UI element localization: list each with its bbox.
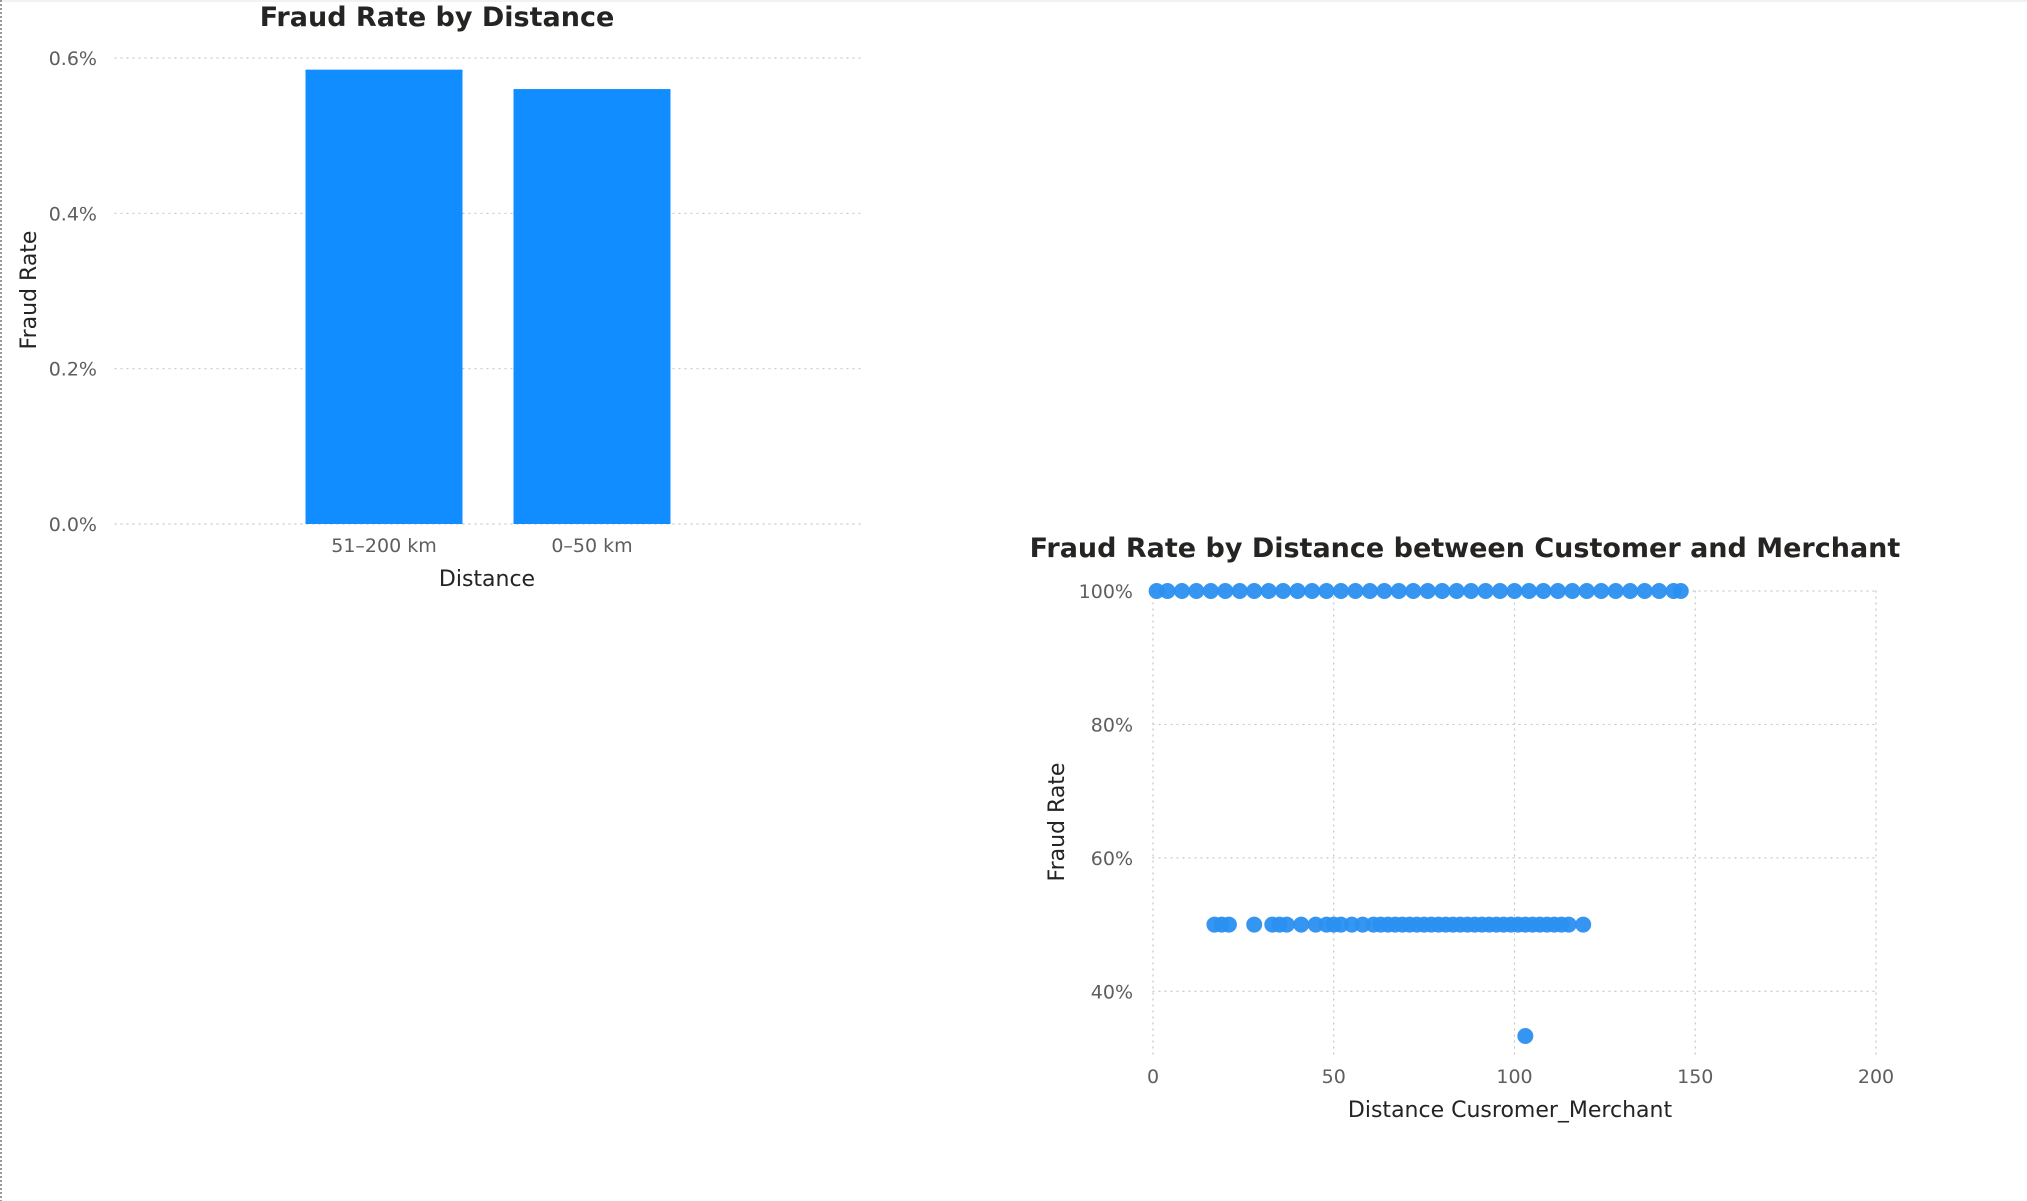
scatter-point[interactable] <box>1636 583 1653 599</box>
scatter-y-tick-label: 40% <box>1091 981 1133 1003</box>
scatter-chart-points[interactable] <box>1148 583 1689 1044</box>
scatter-point[interactable] <box>1492 583 1509 599</box>
scatter-point[interactable] <box>1651 583 1668 599</box>
bar-chart-gridlines <box>114 57 863 525</box>
scatter-point[interactable] <box>1578 583 1595 599</box>
scatter-point[interactable] <box>1275 583 1292 599</box>
scatter-point[interactable] <box>1520 583 1537 599</box>
scatter-point[interactable] <box>1622 583 1639 599</box>
scatter-point[interactable] <box>1217 583 1234 599</box>
scatter-point[interactable] <box>1231 583 1248 599</box>
scatter-point[interactable] <box>1564 583 1581 599</box>
bar-chart-bars[interactable] <box>305 69 671 525</box>
scatter-x-tick-label: 100 <box>1496 1066 1532 1088</box>
scatter-point[interactable] <box>1246 916 1263 933</box>
scatter-point[interactable] <box>1593 583 1610 599</box>
scatter-point[interactable] <box>1517 1027 1534 1044</box>
scatter-y-tick-label: 100% <box>1079 581 1133 603</box>
bar-x-tick-label: 51–200 km <box>331 535 437 557</box>
bar-chart-fraud-rate-by-distance[interactable]: Fraud Rate by Distance 0.0%0.2%0.4%0.6% … <box>17 2 863 592</box>
scatter-point[interactable] <box>1405 583 1422 599</box>
bar-y-tick-label: 0.2% <box>49 359 97 381</box>
bar-chart-y-axis-label: Fraud Rate <box>17 231 42 350</box>
scatter-point[interactable] <box>1278 916 1295 933</box>
scatter-point[interactable] <box>1535 583 1552 599</box>
scatter-y-tick-label: 80% <box>1091 714 1133 736</box>
scatter-point[interactable] <box>1560 916 1577 933</box>
scatter-point[interactable] <box>1463 583 1480 599</box>
bar-chart-x-axis-label: Distance <box>439 567 535 592</box>
scatter-point[interactable] <box>1575 916 1592 933</box>
scatter-chart-title: Fraud Rate by Distance between Customer … <box>1030 533 1901 564</box>
scatter-point[interactable] <box>1672 583 1689 599</box>
bar-chart-y-ticks: 0.0% 0.2% 0.4% 0.6% <box>49 48 97 536</box>
scatter-point[interactable] <box>1361 583 1378 599</box>
bar-chart-title: Fraud Rate by Distance <box>260 2 615 33</box>
bar-chart-x-ticks: 51–200 km 0–50 km <box>331 535 632 557</box>
scatter-chart-y-axis-label: Fraud Rate <box>1045 763 1070 882</box>
scatter-chart-y-ticks: 40% 60% 80% 100% <box>1079 581 1133 1003</box>
scatter-point[interactable] <box>1506 583 1523 599</box>
scatter-point[interactable] <box>1332 583 1349 599</box>
scatter-x-tick-label: 50 <box>1322 1066 1346 1088</box>
scatter-point[interactable] <box>1376 583 1393 599</box>
scatter-point[interactable] <box>1159 583 1176 599</box>
scatter-point[interactable] <box>1549 583 1566 599</box>
scatter-chart-x-axis-label: Distance Cusromer_Merchant <box>1348 1098 1673 1123</box>
scatter-point[interactable] <box>1390 583 1407 599</box>
scatter-point[interactable] <box>1260 583 1277 599</box>
scatter-point[interactable] <box>1293 916 1310 933</box>
scatter-point[interactable] <box>1419 583 1436 599</box>
scatter-point[interactable] <box>1220 916 1237 933</box>
scatter-point[interactable] <box>1173 583 1190 599</box>
scatter-point[interactable] <box>1448 583 1465 599</box>
bar-y-tick-label: 0.0% <box>49 514 97 536</box>
scatter-chart-fraud-rate-by-distance-customer-merchant[interactable]: Fraud Rate by Distance between Customer … <box>1030 533 1901 1123</box>
bar-y-tick-label: 0.6% <box>49 48 97 70</box>
scatter-y-tick-label: 60% <box>1091 848 1133 870</box>
bar[interactable] <box>305 69 463 525</box>
bar-x-tick-label: 0–50 km <box>551 535 632 557</box>
scatter-x-tick-label: 200 <box>1858 1066 1894 1088</box>
scatter-chart-x-ticks: 0 50 100 150 200 <box>1147 1066 1894 1088</box>
scatter-x-tick-label: 150 <box>1677 1066 1713 1088</box>
scatter-point[interactable] <box>1477 583 1494 599</box>
bar-y-tick-label: 0.4% <box>49 203 97 225</box>
scatter-chart-gridlines <box>1152 590 1877 1059</box>
scatter-point[interactable] <box>1246 583 1263 599</box>
scatter-point[interactable] <box>1289 583 1306 599</box>
scatter-point[interactable] <box>1304 583 1321 599</box>
scatter-x-tick-label: 0 <box>1147 1066 1159 1088</box>
scatter-point[interactable] <box>1434 583 1451 599</box>
scatter-point[interactable] <box>1188 583 1205 599</box>
bar[interactable] <box>513 89 671 525</box>
scatter-point[interactable] <box>1607 583 1624 599</box>
scatter-point[interactable] <box>1318 583 1335 599</box>
scatter-point[interactable] <box>1347 583 1364 599</box>
scatter-point[interactable] <box>1202 583 1219 599</box>
